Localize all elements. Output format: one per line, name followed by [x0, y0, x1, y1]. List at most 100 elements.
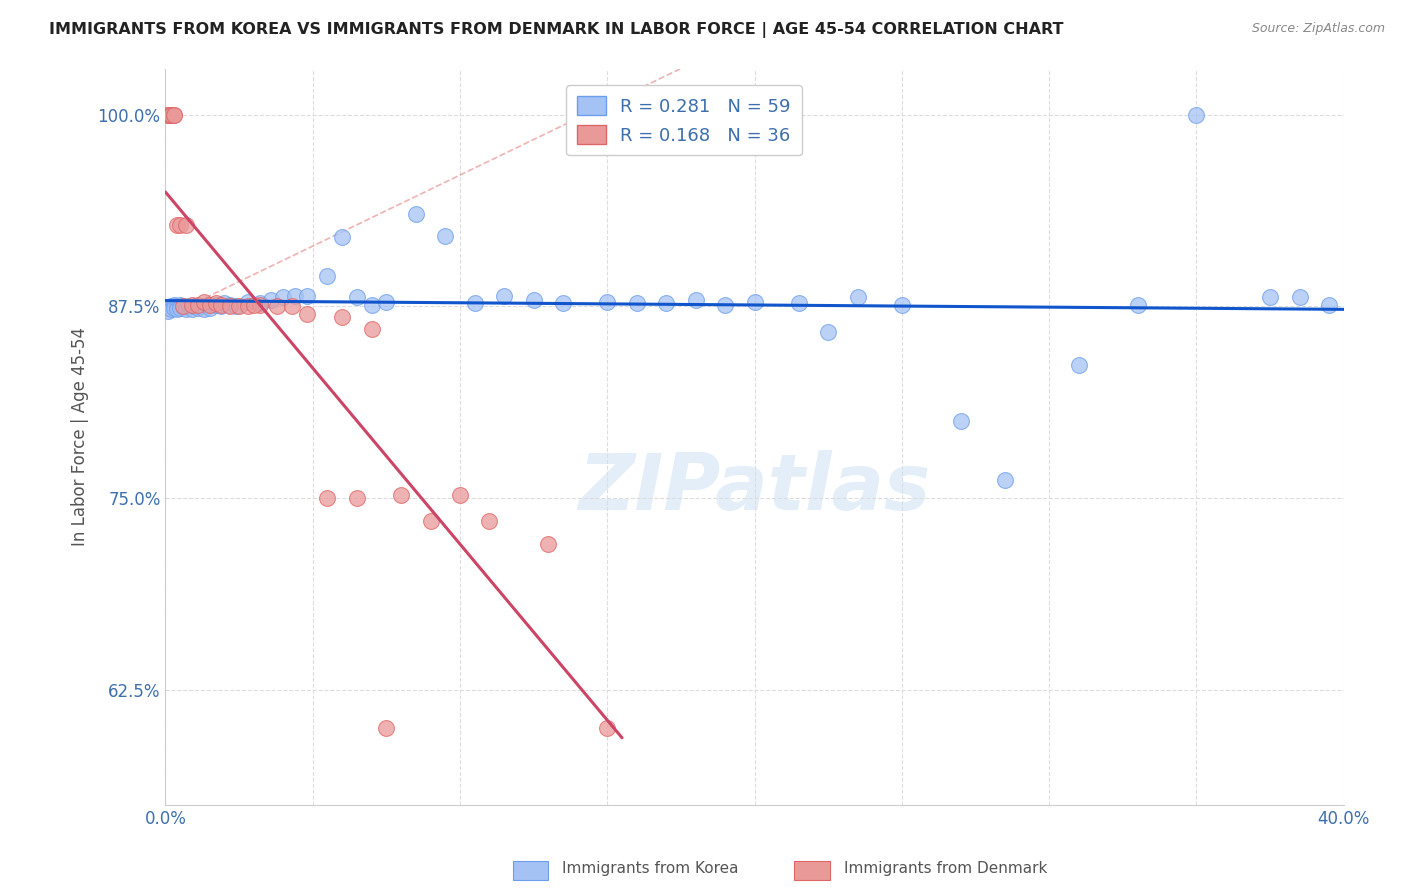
Point: [360, 298, 382, 312]
Point: [225, 299, 247, 313]
Point: [494, 288, 516, 302]
Point: [949, 414, 972, 428]
Point: [198, 298, 221, 312]
Point: [160, 107, 183, 121]
Point: [375, 722, 398, 736]
Point: [284, 288, 307, 302]
Point: [174, 218, 197, 232]
Point: [360, 322, 382, 336]
Text: IMMIGRANTS FROM KOREA VS IMMIGRANTS FROM DENMARK IN LABOR FORCE | AGE 45-54 CORR: IMMIGRANTS FROM KOREA VS IMMIGRANTS FROM…: [49, 22, 1064, 38]
Point: [163, 107, 186, 121]
Point: [157, 107, 180, 121]
Point: [190, 299, 212, 313]
Point: [464, 296, 486, 310]
Point: [228, 299, 250, 313]
Point: [157, 107, 180, 121]
Point: [172, 299, 194, 313]
Text: Immigrants from Denmark: Immigrants from Denmark: [844, 861, 1047, 876]
Point: [181, 298, 204, 312]
Point: [169, 301, 191, 315]
Point: [316, 491, 339, 505]
Point: [193, 302, 215, 317]
Point: [596, 294, 619, 309]
Text: Immigrants from Korea: Immigrants from Korea: [562, 861, 740, 876]
Point: [1185, 107, 1208, 121]
Point: [553, 296, 575, 310]
Point: [626, 296, 648, 310]
Point: [817, 326, 839, 340]
Point: [346, 290, 368, 304]
Point: [249, 298, 271, 312]
Point: [163, 107, 186, 121]
Point: [1126, 298, 1149, 312]
Point: [204, 298, 226, 312]
Point: [209, 299, 232, 313]
Point: [478, 514, 501, 528]
Point: [166, 299, 188, 313]
Point: [249, 296, 271, 310]
Point: [890, 298, 912, 312]
Text: ZIPatlas: ZIPatlas: [578, 450, 931, 526]
Point: [330, 230, 353, 244]
Point: [166, 218, 188, 232]
Point: [166, 302, 188, 317]
Point: [1067, 358, 1090, 372]
Point: [163, 301, 186, 315]
Point: [266, 299, 288, 313]
Point: [523, 293, 546, 308]
Point: [160, 299, 183, 313]
Point: [160, 107, 183, 121]
Point: [419, 514, 441, 528]
Point: [195, 298, 218, 312]
Point: [449, 488, 471, 502]
Point: [330, 310, 353, 325]
Point: [295, 307, 318, 321]
Point: [219, 299, 242, 313]
Point: [209, 298, 232, 312]
Point: [204, 296, 226, 310]
Point: [1258, 290, 1281, 304]
Text: Source: ZipAtlas.com: Source: ZipAtlas.com: [1251, 22, 1385, 36]
Point: [295, 288, 318, 302]
Point: [994, 473, 1017, 487]
Point: [787, 296, 810, 310]
Point: [685, 293, 707, 308]
Point: [596, 722, 619, 736]
Point: [174, 302, 197, 317]
Point: [177, 299, 200, 313]
Point: [389, 488, 412, 502]
Point: [214, 296, 236, 310]
Point: [405, 207, 427, 221]
Point: [169, 218, 191, 232]
Point: [187, 301, 209, 315]
Point: [537, 537, 560, 551]
Point: [193, 294, 215, 309]
Point: [281, 299, 304, 313]
Point: [260, 293, 283, 308]
Point: [346, 491, 368, 505]
Point: [184, 299, 207, 313]
Point: [198, 301, 221, 315]
Point: [163, 298, 186, 312]
Point: [181, 302, 204, 317]
Point: [744, 294, 766, 309]
Y-axis label: In Labor Force | Age 45-54: In Labor Force | Age 45-54: [72, 327, 89, 546]
Point: [375, 294, 398, 309]
Point: [160, 107, 183, 121]
Point: [187, 298, 209, 312]
Point: [243, 298, 266, 312]
Point: [271, 290, 294, 304]
Point: [714, 298, 737, 312]
Point: [655, 296, 678, 310]
Point: [172, 299, 194, 313]
Point: [316, 268, 339, 283]
Point: [157, 304, 180, 318]
Point: [434, 228, 457, 243]
Point: [236, 299, 259, 313]
Point: [236, 294, 259, 309]
Legend: R = 0.281   N = 59, R = 0.168   N = 36: R = 0.281 N = 59, R = 0.168 N = 36: [567, 85, 801, 155]
Point: [219, 298, 242, 312]
Point: [1317, 298, 1340, 312]
Point: [846, 290, 869, 304]
Point: [160, 302, 183, 317]
